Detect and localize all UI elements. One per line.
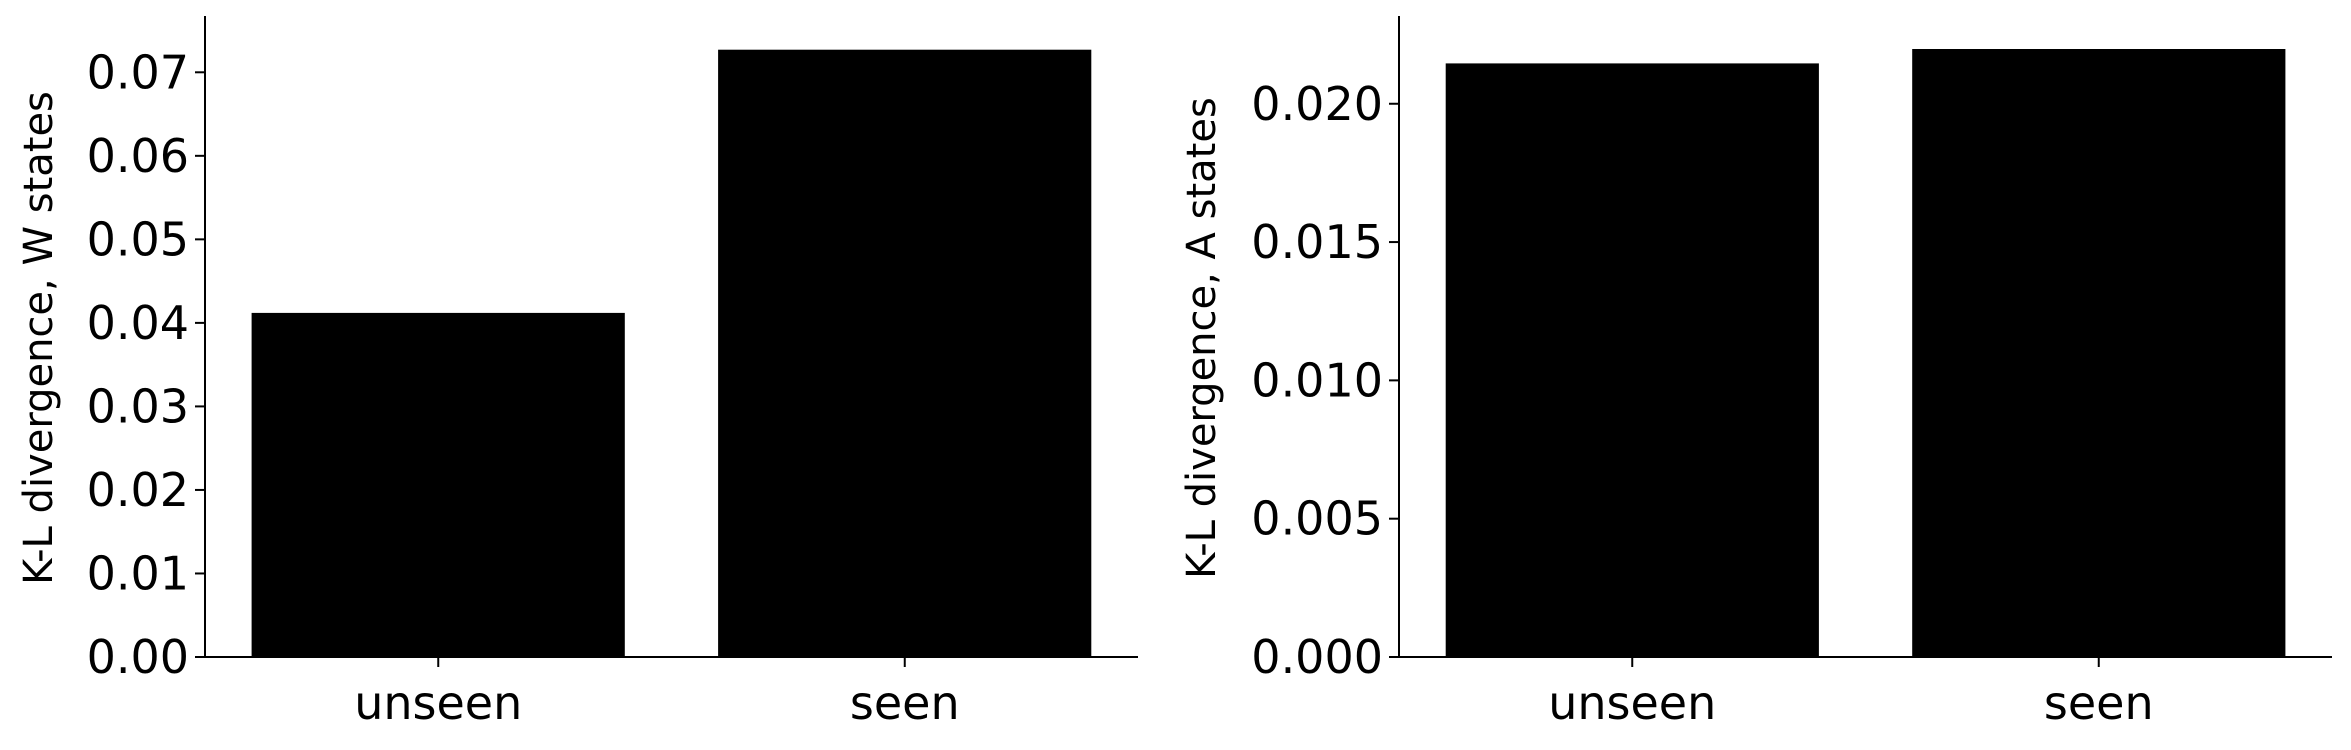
- y-tick-label: 0.00: [87, 630, 189, 684]
- y-tick-label: 0.06: [87, 129, 189, 183]
- y-tick-label: 0.07: [87, 45, 189, 99]
- y-axis-title: K-L divergence, W states: [16, 91, 62, 585]
- y-tick-label: 0.015: [1251, 215, 1383, 269]
- y-tick-label: 0.000: [1251, 630, 1383, 684]
- y-tick-label: 0.01: [87, 546, 189, 600]
- bar-unseen: [251, 312, 625, 657]
- bar-seen: [1912, 49, 2286, 657]
- y-tick-label: 0.005: [1251, 492, 1383, 546]
- x-tick-label-seen: seen: [2044, 676, 2154, 730]
- x-tick-label-unseen: unseen: [1548, 676, 1716, 730]
- chart-w-states: K-L divergence, W states 0.00 0.01 0.02 0.0…: [16, 16, 1138, 730]
- y-tick-label: 0.05: [87, 212, 189, 266]
- y-axis-title: K-L divergence, A states: [1179, 97, 1225, 579]
- y-tick-label: 0.010: [1251, 353, 1383, 407]
- bar-seen: [718, 49, 1092, 657]
- y-tick-label: 0.04: [87, 296, 189, 350]
- bar-unseen: [1445, 63, 1819, 657]
- x-tick-label-seen: seen: [850, 676, 960, 730]
- x-tick-label-unseen: unseen: [354, 676, 522, 730]
- y-tick-label: 0.020: [1251, 77, 1383, 131]
- chart-a-states: K-L divergence, A states 0.000 0.005 0.010…: [1179, 16, 2332, 730]
- y-tick-label: 0.03: [87, 379, 189, 433]
- y-tick-label: 0.02: [87, 463, 189, 517]
